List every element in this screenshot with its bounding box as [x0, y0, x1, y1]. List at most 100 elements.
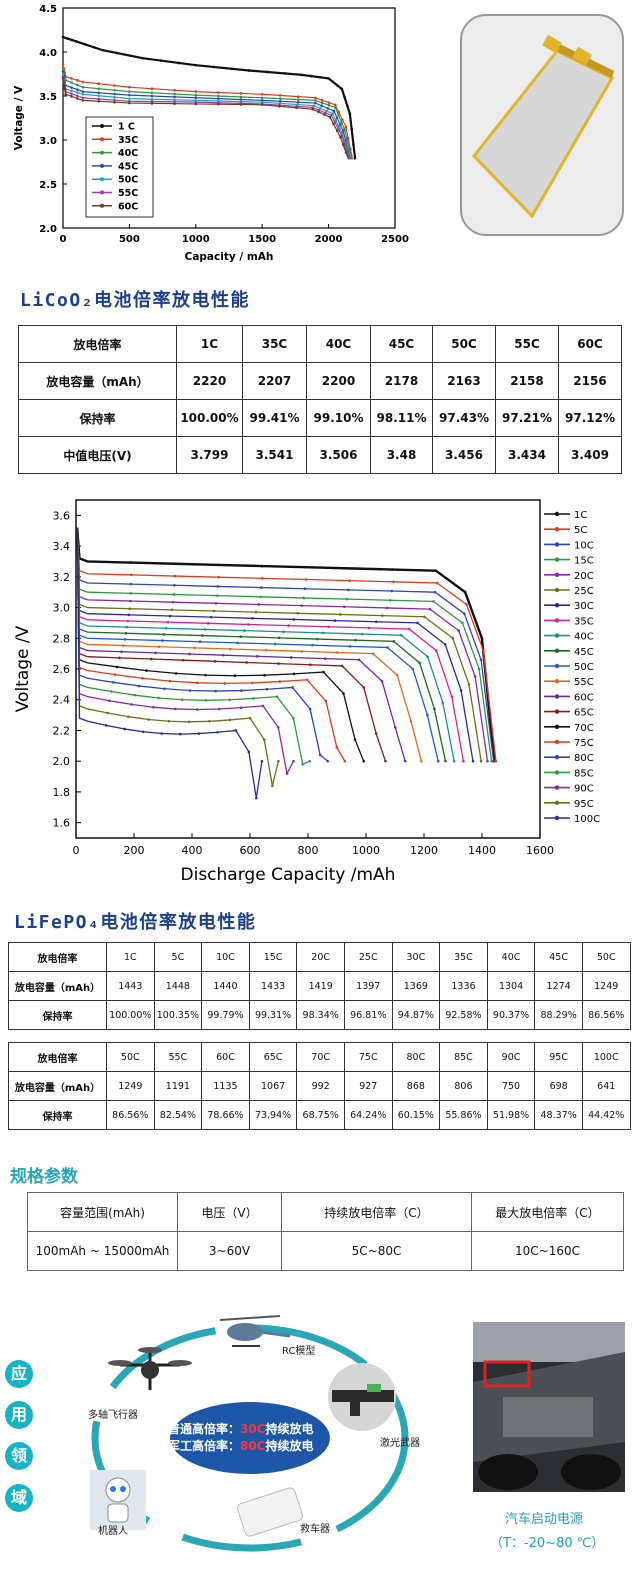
series-marker [309, 74, 313, 78]
legend-label: 10C [574, 540, 594, 551]
table-cell: 98.34% [296, 1000, 345, 1030]
series-marker [336, 84, 339, 87]
spec-title: 规格参数 [10, 1167, 78, 1187]
series-marker [76, 83, 79, 87]
table-cell: 99.79% [201, 1000, 250, 1030]
series-marker [255, 655, 259, 658]
x-tick-label: 1400 [468, 844, 496, 857]
table-cell: 68.75% [296, 1100, 345, 1130]
legend-label: 50C [574, 662, 594, 673]
legend-marker [554, 511, 560, 517]
series-marker [181, 658, 185, 662]
series-marker [97, 91, 101, 95]
series-marker [150, 102, 154, 105]
series-marker [150, 87, 154, 90]
series-marker [354, 638, 357, 642]
legend-label: 55C [118, 188, 138, 199]
app-char-1: 应 [5, 1360, 33, 1388]
legend-label: 70C [574, 723, 594, 734]
series-line [76, 527, 280, 786]
series-marker [323, 657, 327, 660]
series-marker [172, 593, 176, 596]
series-marker [386, 646, 389, 649]
x-tick-label: 0 [60, 234, 67, 245]
series-marker [174, 707, 177, 711]
series-marker [247, 69, 251, 72]
series-marker [121, 644, 125, 647]
series-marker [113, 92, 116, 96]
series-marker [208, 719, 211, 723]
series-marker [150, 97, 154, 101]
series-marker [260, 96, 264, 100]
series-marker [194, 90, 198, 93]
series-marker [325, 109, 328, 113]
row-header-cell: 容量范围(mAh) [27, 1192, 178, 1232]
series-marker [426, 713, 429, 717]
series-marker [255, 796, 258, 800]
series-marker [428, 607, 432, 611]
plot-frame [62, 7, 396, 229]
legend-label: 55C [574, 677, 594, 688]
table-cell: 45C [534, 942, 583, 972]
x-tick-label: 2000 [315, 234, 343, 245]
series-marker [462, 759, 465, 763]
legend-marker [554, 709, 560, 714]
table-cell: 806 [439, 1071, 488, 1101]
series-marker [128, 93, 131, 97]
series-marker [340, 134, 344, 137]
car-engine-photo [473, 1322, 625, 1492]
legend-label: 25C [574, 586, 594, 597]
legend-label: 30C [574, 601, 594, 612]
series-marker [228, 718, 232, 722]
legend-label: 35C [574, 616, 594, 627]
series-marker [423, 615, 426, 619]
series-marker [81, 99, 85, 102]
series-marker [198, 640, 202, 644]
series-marker [127, 613, 131, 617]
legend-marker [554, 603, 560, 608]
legend-marker [554, 648, 560, 653]
series-marker [333, 120, 337, 124]
series-marker [260, 759, 264, 763]
series-marker [113, 95, 116, 99]
plot-frame [75, 499, 541, 839]
table-cell: 3.434 [495, 436, 559, 474]
series-marker [392, 640, 396, 643]
series-marker [236, 641, 239, 645]
legend-label: 65C [574, 708, 594, 719]
y-tick-label: 3.6 [53, 509, 71, 522]
series-marker [216, 563, 220, 567]
series-marker [251, 617, 254, 620]
series-line [76, 527, 311, 766]
series-marker [416, 621, 419, 625]
series-marker [477, 667, 481, 671]
app-char-3: 领 [5, 1442, 33, 1470]
table-cell: 86.56% [106, 1100, 155, 1130]
x-tick-label: 1500 [248, 234, 276, 245]
series-marker [206, 621, 210, 625]
series-marker [388, 598, 392, 602]
y-tick-label: 3.0 [53, 602, 71, 615]
legend-marker [100, 177, 104, 182]
series-marker [145, 669, 148, 672]
y-tick-label: 4.0 [39, 48, 57, 59]
series-marker [239, 98, 243, 101]
table-row: 100mAh ~ 15000mAh 3~60V 5C~80C 10C~160C [27, 1231, 624, 1271]
lifepo4-table-1: 放电倍率 1C 5C 10C 15C 20C 25C 30C 35C 40C 45C 50C 放电容量（… [8, 942, 631, 1030]
series-line [76, 527, 493, 762]
y-tick-label: 2.5 [39, 180, 57, 191]
legend-marker [554, 663, 560, 669]
x-tick-label: 500 [119, 234, 140, 245]
series-marker [115, 665, 119, 669]
series-line [62, 64, 354, 160]
table-cell: 94.87% [391, 1000, 441, 1030]
series-marker [318, 75, 322, 79]
table-cell: 85C [439, 1042, 488, 1072]
label-rc: RC模型 [282, 1346, 316, 1357]
series-marker [166, 620, 170, 624]
series-marker [260, 586, 263, 589]
series-marker [292, 672, 296, 676]
series-line [76, 527, 365, 762]
series-line [76, 527, 482, 762]
series-marker [321, 631, 325, 635]
